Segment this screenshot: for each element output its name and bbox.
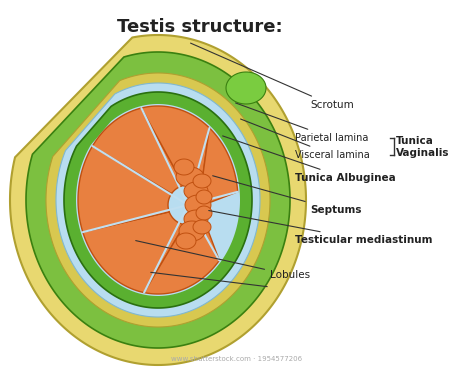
Polygon shape — [176, 233, 196, 249]
Polygon shape — [26, 52, 290, 348]
Text: Testis structure:: Testis structure: — [117, 18, 283, 36]
Polygon shape — [185, 195, 211, 215]
Polygon shape — [184, 182, 208, 200]
Polygon shape — [196, 190, 212, 204]
Polygon shape — [78, 146, 172, 232]
Polygon shape — [92, 108, 184, 194]
Text: Septums: Septums — [213, 176, 362, 215]
Polygon shape — [46, 73, 270, 327]
Polygon shape — [141, 106, 210, 190]
Text: Testicular mediastinum: Testicular mediastinum — [209, 210, 432, 245]
Polygon shape — [56, 83, 260, 317]
Text: Tunica Albuginea: Tunica Albuginea — [223, 136, 396, 183]
Polygon shape — [226, 72, 266, 104]
Polygon shape — [144, 218, 219, 294]
Text: Visceral lamina: Visceral lamina — [241, 119, 370, 160]
Polygon shape — [76, 104, 240, 296]
Polygon shape — [179, 221, 205, 241]
Text: Scrotum: Scrotum — [191, 43, 354, 110]
Polygon shape — [176, 167, 204, 187]
Polygon shape — [193, 174, 211, 188]
Polygon shape — [196, 206, 212, 220]
Polygon shape — [10, 35, 306, 365]
Polygon shape — [193, 220, 211, 234]
Polygon shape — [184, 210, 208, 228]
Polygon shape — [83, 212, 184, 293]
Text: Tunica
Vaginalis: Tunica Vaginalis — [396, 136, 449, 158]
Text: Parietal lamina: Parietal lamina — [236, 103, 368, 143]
Polygon shape — [64, 92, 252, 308]
Text: Lobules: Lobules — [136, 241, 310, 280]
Text: www.shutterstock.com · 1954577206: www.shutterstock.com · 1954577206 — [172, 356, 302, 362]
Polygon shape — [174, 159, 194, 175]
Polygon shape — [201, 128, 237, 203]
